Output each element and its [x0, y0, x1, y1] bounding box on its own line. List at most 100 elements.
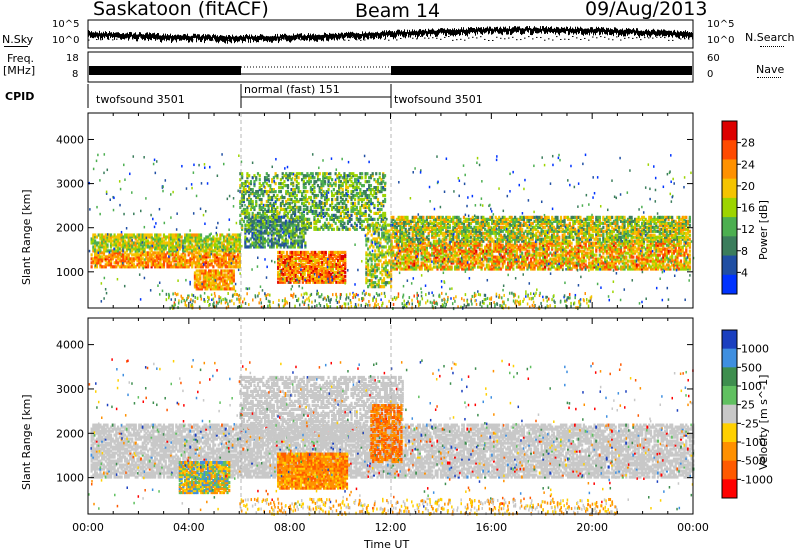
- power-cell: [157, 247, 160, 251]
- power-cell: [260, 213, 263, 218]
- noise-sky-mark: [131, 32, 132, 37]
- power-cell: [101, 257, 104, 261]
- power-cell: [131, 241, 134, 245]
- power-cell: [321, 256, 324, 261]
- power-cell: [139, 251, 143, 255]
- power-cell: [206, 237, 210, 241]
- noise-sky-mark: [310, 33, 311, 41]
- power-cell: [324, 270, 327, 274]
- power-cell: [366, 219, 369, 223]
- power-cell: [381, 285, 384, 289]
- noise-sky-mark: [129, 32, 130, 39]
- power-cell: [201, 239, 204, 243]
- noise-sky-mark: [457, 29, 458, 35]
- power-cell: [454, 251, 457, 255]
- power-cell: [334, 172, 337, 176]
- noise-sky-mark: [440, 28, 441, 33]
- power-cell: [205, 251, 208, 255]
- power-cell: [362, 197, 365, 202]
- power-cell: [367, 265, 370, 269]
- power-cell: [269, 209, 272, 214]
- power-cell: [388, 281, 391, 285]
- power-cell: [432, 239, 436, 243]
- power-cell: [162, 259, 166, 263]
- noise-sky-mark: [432, 28, 433, 35]
- power-cell: [176, 237, 180, 241]
- noise-search-mark: [100, 39, 102, 41]
- power-cell: [350, 205, 353, 210]
- noise-sky-mark: [564, 27, 565, 34]
- power-cell: [462, 251, 466, 255]
- power-cell: [326, 280, 329, 284]
- power-cell: [154, 255, 157, 259]
- noise-search-mark: [488, 40, 490, 41]
- power-cell: [138, 249, 141, 253]
- power-cell: [411, 261, 414, 265]
- power-cell: [357, 217, 360, 221]
- power-cell: [372, 269, 375, 273]
- power-cell: [294, 274, 297, 278]
- power-cell: [269, 189, 272, 194]
- power-cell: [260, 201, 263, 206]
- power-cell: [265, 178, 268, 182]
- noise-sky-mark: [549, 27, 550, 33]
- noise-sky-mark: [325, 32, 326, 38]
- noise-sky-mark: [207, 34, 208, 41]
- power-cell: [372, 253, 375, 257]
- power-cell: [289, 258, 292, 263]
- power-cell: [219, 235, 222, 239]
- power-cell: [136, 245, 139, 249]
- power-cell: [122, 237, 125, 241]
- power-cell: [113, 237, 116, 241]
- noise-sky-mark: [133, 33, 134, 39]
- power-cell: [106, 237, 109, 241]
- power-cell: [115, 261, 118, 265]
- power-cell: [459, 249, 462, 253]
- power-cell: [122, 241, 125, 245]
- power-cell: [102, 265, 106, 269]
- power-cell: [427, 237, 430, 241]
- power-cell: [122, 263, 125, 267]
- power-cell: [155, 239, 159, 243]
- power-cell: [95, 263, 99, 267]
- noise-sky-mark: [117, 32, 118, 38]
- power-cell: [168, 235, 171, 239]
- power-cell: [294, 270, 297, 274]
- power-cell: [454, 215, 457, 219]
- power-cell: [139, 233, 143, 237]
- power-cell: [424, 251, 427, 255]
- power-cell: [251, 233, 254, 237]
- power-cell: [207, 271, 211, 275]
- noise-sky-mark: [97, 32, 98, 38]
- power-cell: [352, 186, 355, 190]
- power-cell: [221, 255, 224, 259]
- power-cell: [272, 233, 275, 237]
- power-cell: [336, 197, 339, 202]
- power-cell: [272, 205, 275, 210]
- power-cell: [267, 197, 270, 202]
- power-cell: [422, 215, 425, 219]
- power-cell: [345, 207, 348, 212]
- power-cell: [355, 217, 358, 221]
- power-cell: [457, 245, 460, 249]
- noise-sky-mark: [671, 30, 672, 37]
- power-cell: [274, 227, 277, 231]
- power-cell: [236, 253, 240, 257]
- noise-sky-mark: [485, 27, 486, 33]
- power-cell: [316, 178, 320, 182]
- power-cell: [279, 182, 283, 186]
- power-cell: [320, 225, 323, 229]
- power-cell: [184, 237, 187, 241]
- power-cell: [244, 182, 247, 186]
- power-cell: [415, 253, 418, 257]
- power-cell: [244, 239, 247, 243]
- power-cell: [392, 253, 395, 257]
- power-cell: [313, 209, 316, 214]
- power-cell: [329, 172, 332, 176]
- power-cell: [409, 219, 413, 223]
- noise-sky-mark: [295, 34, 296, 41]
- power-cell: [233, 233, 236, 237]
- power-cell: [333, 258, 336, 263]
- power-cell: [292, 193, 295, 198]
- power-cell: [434, 235, 437, 239]
